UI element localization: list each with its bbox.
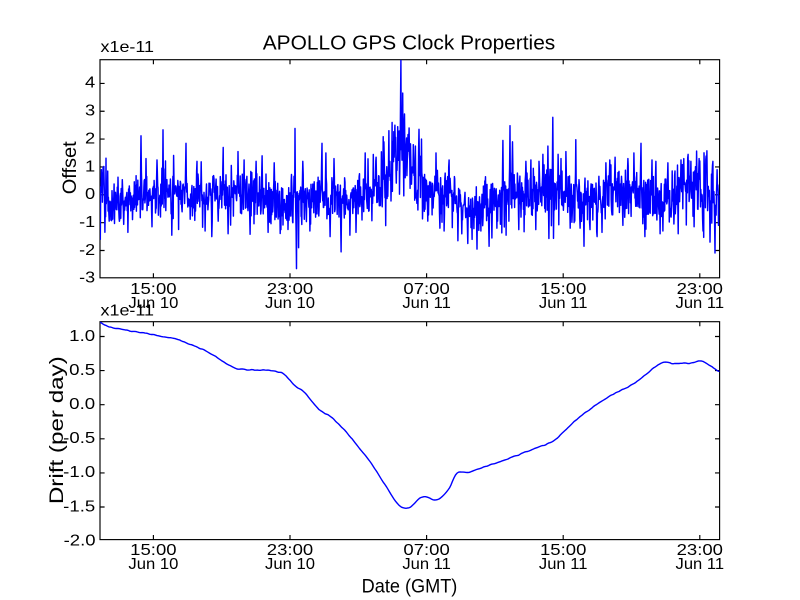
svg-text:2: 2 [85, 130, 95, 147]
svg-text:23:00: 23:00 [677, 542, 724, 559]
svg-text:Jun 11: Jun 11 [402, 556, 451, 573]
svg-text:-1: -1 [79, 214, 95, 231]
svg-text:Jun 10: Jun 10 [265, 295, 315, 312]
svg-text:23:00: 23:00 [267, 281, 314, 298]
svg-text:-1.5: -1.5 [63, 498, 95, 515]
svg-text:Jun 11: Jun 11 [402, 295, 451, 312]
svg-text:-0.5: -0.5 [63, 430, 95, 447]
svg-text:0.5: 0.5 [69, 362, 95, 379]
svg-text:Date (GMT): Date (GMT) [362, 576, 458, 598]
svg-text:-3: -3 [79, 270, 95, 287]
svg-text:Jun 10: Jun 10 [128, 295, 178, 312]
svg-text:07:00: 07:00 [403, 281, 450, 298]
svg-text:15:00: 15:00 [130, 542, 177, 559]
svg-text:x1e-11: x1e-11 [101, 303, 155, 320]
svg-text:0: 0 [85, 186, 95, 203]
svg-text:15:00: 15:00 [540, 542, 587, 559]
svg-text:Jun 11: Jun 11 [676, 295, 725, 312]
svg-text:1.0: 1.0 [69, 328, 95, 345]
svg-text:-2.0: -2.0 [64, 532, 96, 549]
svg-text:Jun 11: Jun 11 [539, 556, 588, 573]
svg-text:07:00: 07:00 [403, 542, 450, 559]
svg-text:-2: -2 [79, 242, 95, 259]
svg-text:23:00: 23:00 [267, 542, 314, 559]
svg-text:APOLLO GPS Clock Properties: APOLLO GPS Clock Properties [263, 33, 556, 55]
svg-text:23:00: 23:00 [677, 281, 724, 298]
svg-text:0.0: 0.0 [69, 396, 95, 413]
svg-text:Jun 11: Jun 11 [676, 556, 725, 573]
svg-text:Offset: Offset [59, 141, 81, 195]
svg-text:4: 4 [85, 75, 95, 92]
svg-text:1: 1 [85, 158, 95, 175]
svg-text:Jun 11: Jun 11 [539, 295, 588, 312]
svg-text:-1.0: -1.0 [63, 464, 95, 481]
svg-text:x1e-11: x1e-11 [101, 39, 155, 56]
svg-text:Drift (per day): Drift (per day) [46, 356, 68, 504]
svg-text:3: 3 [85, 103, 95, 120]
svg-text:Jun 10: Jun 10 [265, 556, 315, 573]
svg-text:15:00: 15:00 [540, 281, 587, 298]
svg-text:15:00: 15:00 [130, 281, 177, 298]
svg-text:Jun 10: Jun 10 [128, 556, 178, 573]
